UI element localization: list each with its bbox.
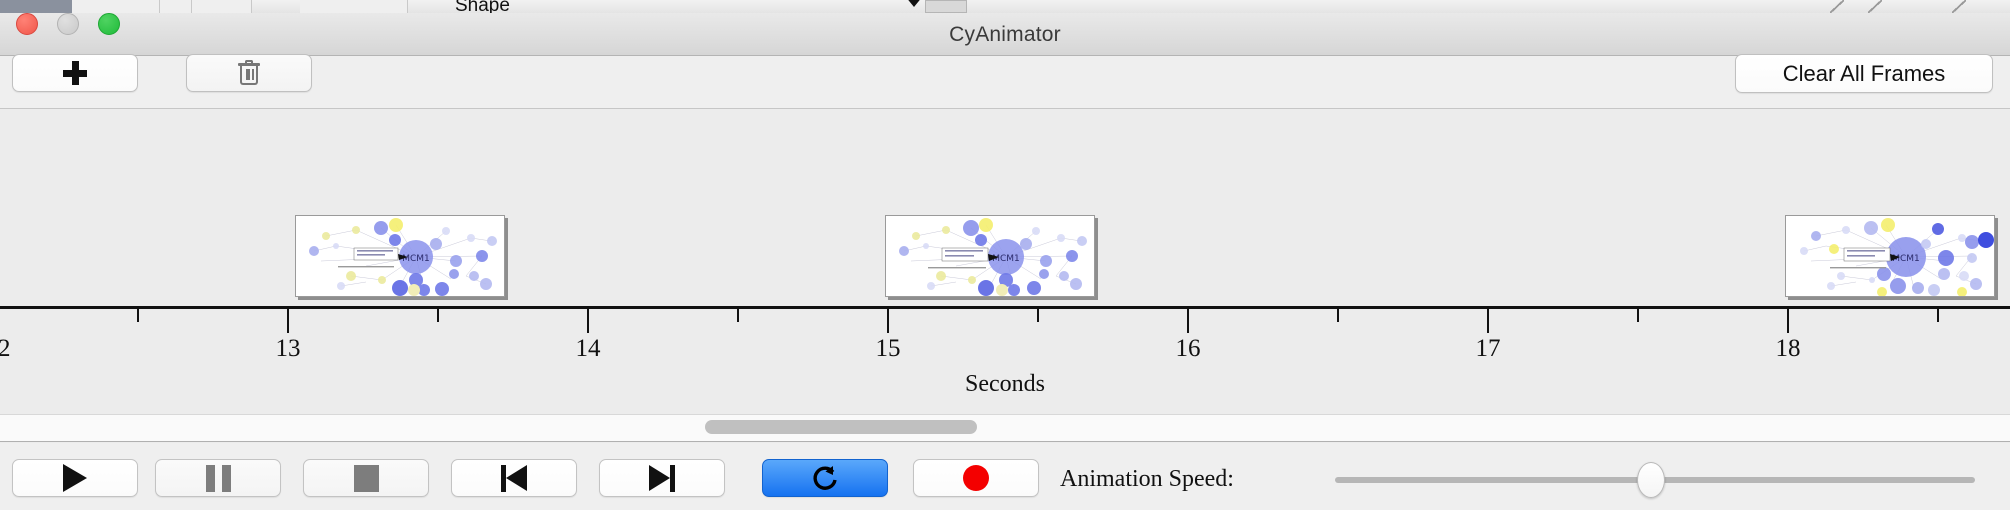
animation-speed-label: Animation Speed: — [1060, 466, 1234, 492]
loop-button[interactable] — [762, 459, 888, 497]
add-frame-button[interactable] — [12, 54, 138, 92]
ruler-tick-label: 16 — [1175, 335, 1201, 362]
ruler-minor-tick — [1937, 309, 1939, 322]
svg-text:MCM1: MCM1 — [402, 254, 430, 264]
ruler-major-tick — [1487, 309, 1489, 333]
timeline-axis-title: Seconds — [965, 371, 1045, 397]
svg-text:MCM1: MCM1 — [992, 254, 1020, 264]
ruler-tick-label: 14 — [575, 335, 601, 362]
background-window-sidebar — [0, 0, 72, 13]
skip-previous-icon — [501, 464, 527, 492]
network-graph-thumbnail: MCM1 — [296, 216, 504, 296]
record-icon — [963, 465, 989, 491]
background-window-label: Shape — [455, 0, 510, 13]
ruler-tick-label: 13 — [275, 335, 301, 362]
previous-frame-button[interactable] — [451, 459, 577, 497]
ruler-major-tick — [1187, 309, 1189, 333]
animation-speed-slider-thumb[interactable] — [1637, 462, 1665, 498]
maximize-button-icon[interactable] — [98, 13, 120, 35]
window-title: CyAnimator — [949, 22, 1061, 46]
stop-button[interactable] — [303, 459, 429, 497]
background-window-segment — [300, 0, 408, 13]
pause-icon — [205, 464, 231, 492]
delete-frame-button[interactable] — [186, 54, 312, 92]
background-window-slash-icon — [1830, 0, 1844, 13]
toolbar — [0, 56, 2010, 109]
ruler-minor-tick — [437, 309, 439, 322]
background-window-slash-icon — [1868, 0, 1882, 13]
plus-icon — [63, 61, 87, 85]
ruler-tick-label: 15 — [875, 335, 901, 362]
ruler-minor-tick — [1637, 309, 1639, 322]
play-icon — [63, 464, 87, 492]
svg-text:MCM1: MCM1 — [1892, 254, 1920, 264]
close-button-icon[interactable] — [16, 13, 38, 35]
ruler-major-tick — [287, 309, 289, 333]
ruler-minor-tick — [137, 309, 139, 322]
timeline-scrollbar[interactable] — [0, 414, 2010, 442]
background-window-strip: Shape — [0, 0, 2010, 13]
timeline-frame-thumbnail[interactable]: MCM1 — [295, 215, 505, 297]
ruler-tick-label: 2 — [0, 335, 11, 362]
clear-all-frames-button[interactable]: Clear All Frames — [1735, 54, 1993, 93]
traffic-lights — [16, 13, 120, 35]
timeline-frame-thumbnail[interactable]: MCM1 — [1785, 215, 1995, 297]
background-window-segment — [192, 0, 252, 13]
ruler-major-tick — [587, 309, 589, 333]
ruler-tick-label: 17 — [1475, 335, 1501, 362]
background-window-segment — [160, 0, 192, 13]
minimize-button-icon[interactable] — [57, 13, 79, 35]
background-window-segment — [72, 0, 160, 13]
pause-button[interactable] — [155, 459, 281, 497]
ruler-tick-label: 18 — [1775, 335, 1801, 362]
next-frame-button[interactable] — [599, 459, 725, 497]
ruler-minor-tick — [1037, 309, 1039, 322]
timeline-ruler-line — [0, 306, 2010, 309]
title-bar: CyAnimator — [0, 13, 2010, 56]
timeline-panel[interactable]: MCM1 — [0, 109, 2010, 414]
stop-icon — [353, 464, 379, 492]
network-graph-thumbnail: MCM1 — [1786, 216, 1994, 296]
ruler-major-tick — [887, 309, 889, 333]
skip-next-icon — [649, 464, 675, 492]
ruler-major-tick — [1787, 309, 1789, 333]
ruler-minor-tick — [1337, 309, 1339, 322]
background-window-chip — [925, 0, 967, 13]
trash-icon — [238, 60, 260, 86]
network-graph-thumbnail: MCM1 — [886, 216, 1094, 296]
timeline-frame-thumbnail[interactable]: MCM1 — [885, 215, 1095, 297]
background-window-marker-icon — [905, 0, 923, 7]
ruler-minor-tick — [737, 309, 739, 322]
loop-icon — [813, 466, 837, 490]
play-button[interactable] — [12, 459, 138, 497]
record-button[interactable] — [913, 459, 1039, 497]
background-window-slash-icon — [1952, 0, 1966, 13]
timeline-scrollbar-thumb[interactable] — [705, 420, 977, 434]
